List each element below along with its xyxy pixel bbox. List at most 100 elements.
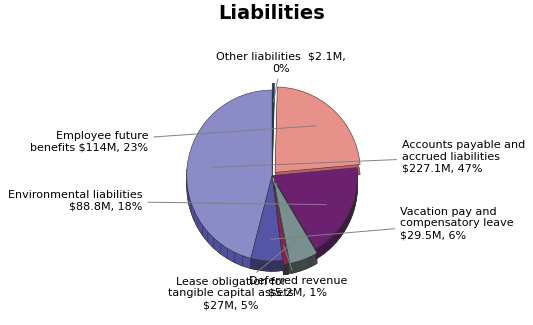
Polygon shape [295,262,296,273]
Wedge shape [272,168,358,249]
Wedge shape [251,176,282,261]
Wedge shape [273,190,317,274]
Polygon shape [280,260,281,271]
Polygon shape [313,254,314,265]
Polygon shape [312,255,313,266]
Polygon shape [194,211,198,228]
Wedge shape [251,186,282,271]
Polygon shape [316,253,317,264]
Polygon shape [263,261,264,271]
Polygon shape [256,260,257,270]
Polygon shape [292,263,293,273]
Polygon shape [262,260,263,271]
Polygon shape [354,197,355,211]
Wedge shape [275,97,360,183]
Polygon shape [304,259,305,269]
Polygon shape [255,259,256,270]
Polygon shape [324,241,327,254]
Polygon shape [336,230,338,242]
Text: Environmental liabilities
$88.8M, 18%: Environmental liabilities $88.8M, 18% [8,190,326,212]
Polygon shape [309,257,310,267]
Polygon shape [314,254,316,265]
Text: Accounts payable and
accrued liabilities
$227.1M, 47%: Accounts payable and accrued liabilities… [211,140,525,173]
Polygon shape [272,261,273,271]
Polygon shape [303,259,304,270]
Polygon shape [334,232,336,245]
Polygon shape [327,239,329,252]
Polygon shape [270,261,271,271]
Polygon shape [275,261,276,271]
Polygon shape [259,260,260,270]
Polygon shape [266,261,267,271]
Polygon shape [267,261,268,271]
Polygon shape [260,260,261,270]
Polygon shape [235,253,243,266]
Polygon shape [281,260,282,271]
Wedge shape [272,94,274,179]
Polygon shape [274,261,275,271]
Polygon shape [318,245,321,258]
Polygon shape [342,222,344,235]
Polygon shape [189,194,191,213]
Polygon shape [253,259,254,269]
Polygon shape [348,213,349,226]
Wedge shape [273,180,289,265]
Polygon shape [346,216,348,229]
Polygon shape [277,261,278,271]
Polygon shape [261,260,262,271]
Polygon shape [271,261,272,271]
Wedge shape [273,190,289,275]
Wedge shape [187,90,272,258]
Polygon shape [243,256,251,268]
Polygon shape [279,261,280,271]
Polygon shape [268,261,270,271]
Polygon shape [228,248,235,263]
Text: Deferred revenue
$5.2M, 1%: Deferred revenue $5.2M, 1% [248,246,347,297]
Title: Liabilities: Liabilities [219,4,326,23]
Polygon shape [306,258,307,269]
Polygon shape [355,194,356,208]
Wedge shape [272,178,358,259]
Polygon shape [273,261,274,271]
Wedge shape [275,87,360,173]
Polygon shape [214,238,221,254]
Polygon shape [251,258,252,269]
Polygon shape [352,204,353,217]
Polygon shape [297,261,298,272]
Polygon shape [349,210,350,223]
Polygon shape [350,207,352,220]
Polygon shape [353,201,354,214]
Polygon shape [278,261,279,271]
Wedge shape [187,100,272,268]
Polygon shape [203,225,208,242]
Polygon shape [321,243,324,256]
Wedge shape [273,179,317,264]
Polygon shape [254,259,255,269]
Polygon shape [264,261,265,271]
Polygon shape [294,262,295,273]
Text: Vacation pay and
compensatory leave
$29.5M, 6%: Vacation pay and compensatory leave $29.… [271,207,514,240]
Polygon shape [198,218,203,236]
Polygon shape [338,227,340,240]
Polygon shape [293,263,294,273]
Polygon shape [340,224,342,237]
Polygon shape [300,261,301,271]
Polygon shape [208,232,214,248]
Polygon shape [316,247,318,259]
Text: Employee future
benefits $114M, 23%: Employee future benefits $114M, 23% [30,126,316,152]
Polygon shape [301,260,302,271]
Text: Other liabilities  $2.1M,
0%: Other liabilities $2.1M, 0% [216,52,345,102]
Polygon shape [187,186,189,205]
Polygon shape [191,203,194,221]
Polygon shape [276,261,277,271]
Text: Lease obligation for
tangible capital assets
$27M, 5%: Lease obligation for tangible capital as… [168,241,294,310]
Wedge shape [272,83,274,169]
Polygon shape [265,261,266,271]
Polygon shape [257,260,259,270]
Polygon shape [329,237,332,250]
Polygon shape [290,263,291,274]
Polygon shape [298,261,300,271]
Polygon shape [310,256,311,267]
Polygon shape [302,260,303,271]
Polygon shape [308,257,309,268]
